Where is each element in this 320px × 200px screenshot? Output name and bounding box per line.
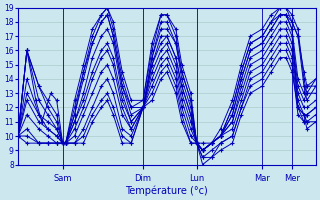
X-axis label: Température (°c): Température (°c) [125, 185, 208, 196]
